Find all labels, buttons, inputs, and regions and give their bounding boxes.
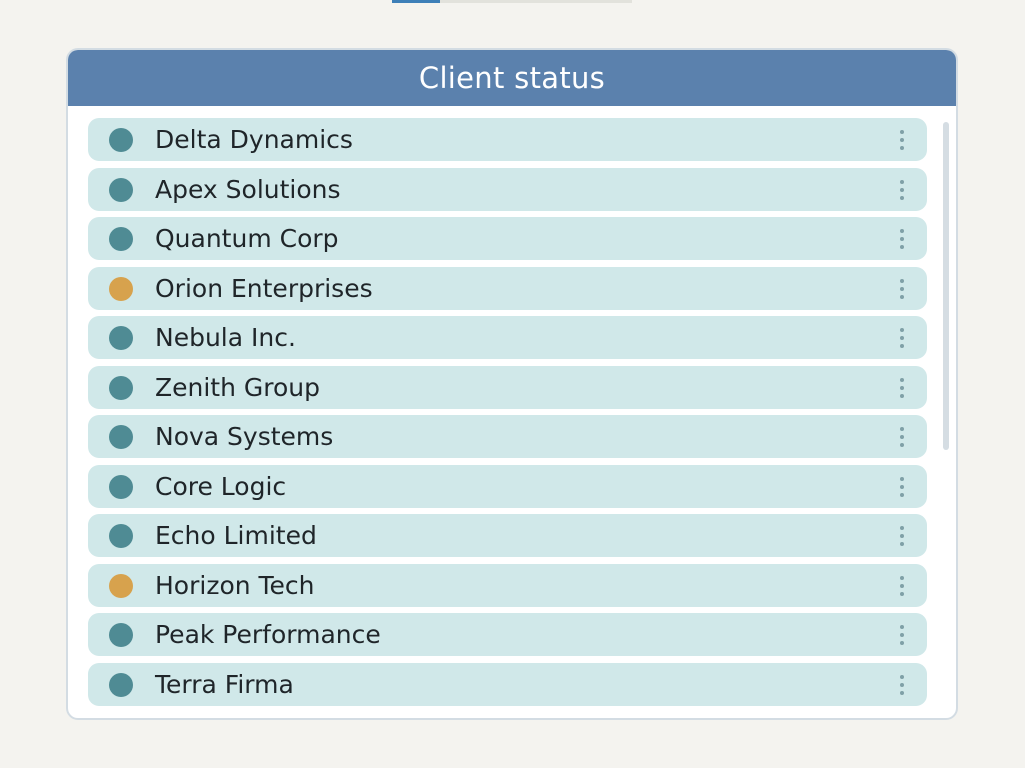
menu-dot	[900, 435, 904, 439]
menu-dot	[900, 591, 904, 596]
menu-dot	[900, 393, 904, 398]
menu-dot	[900, 674, 904, 679]
client-name: Orion Enterprises	[155, 273, 373, 303]
menu-dot	[900, 179, 904, 184]
client-row[interactable]: Delta Dynamics	[88, 118, 927, 161]
more-vertical-icon[interactable]	[891, 620, 913, 650]
status-dot-icon	[109, 177, 133, 202]
more-vertical-icon[interactable]	[891, 422, 913, 452]
menu-dot	[900, 625, 904, 629]
client-row[interactable]: Core Logic	[88, 464, 927, 508]
menu-dot	[900, 195, 904, 200]
client-name: Peak Performance	[155, 620, 381, 649]
client-name: Echo Limited	[155, 521, 317, 550]
status-dot-icon	[109, 474, 133, 499]
menu-dot	[900, 682, 904, 687]
status-dot-icon	[109, 326, 133, 350]
menu-dot	[900, 146, 904, 150]
menu-dot	[900, 583, 904, 588]
client-name: Apex Solutions	[155, 174, 341, 204]
status-dot-icon	[109, 276, 133, 301]
client-row[interactable]: Peak Performance	[88, 613, 927, 656]
client-name: Zenith Group	[155, 372, 321, 402]
list-scrollbar[interactable]	[943, 122, 949, 450]
client-row[interactable]: Nova Systems	[88, 415, 927, 458]
menu-dot	[900, 385, 904, 390]
menu-dot	[900, 542, 904, 546]
menu-dot	[900, 492, 904, 497]
more-vertical-icon[interactable]	[891, 274, 913, 304]
client-row[interactable]: Echo Limited	[88, 514, 927, 557]
client-name: Horizon Tech	[155, 570, 315, 600]
more-vertical-icon[interactable]	[891, 125, 913, 155]
client-row[interactable]: Horizon Tech	[88, 563, 927, 607]
more-vertical-icon[interactable]	[891, 472, 913, 502]
status-dot-icon	[109, 128, 133, 152]
status-dot-icon	[109, 375, 133, 400]
more-vertical-icon[interactable]	[891, 373, 913, 403]
client-name: Delta Dynamics	[155, 125, 353, 154]
menu-dot	[900, 526, 904, 530]
status-dot-icon	[109, 425, 133, 449]
panel-title: Client status	[418, 61, 606, 95]
menu-dot	[900, 443, 904, 447]
status-dot-icon	[109, 573, 133, 598]
client-name: Terra Firma	[155, 669, 294, 699]
menu-dot	[900, 377, 904, 382]
client-row[interactable]: Apex Solutions	[88, 167, 927, 211]
menu-dot	[900, 138, 904, 142]
menu-dot	[900, 237, 904, 241]
client-name: Nova Systems	[155, 422, 334, 451]
more-vertical-icon[interactable]	[891, 175, 913, 205]
menu-dot	[900, 534, 904, 538]
more-vertical-icon[interactable]	[891, 571, 913, 601]
more-vertical-icon[interactable]	[891, 670, 913, 700]
more-vertical-icon[interactable]	[891, 224, 913, 254]
client-name: Quantum Corp	[155, 224, 339, 253]
client-list: Delta Dynamics Apex Solutions Quantum Corp…	[88, 118, 927, 712]
panel-header: Client status	[68, 50, 956, 106]
client-name: Core Logic	[155, 471, 287, 501]
menu-dot	[900, 690, 904, 695]
menu-dot	[900, 641, 904, 645]
menu-dot	[900, 476, 904, 481]
menu-dot	[900, 427, 904, 431]
top-tab-active-indicator	[392, 0, 440, 3]
menu-dot	[900, 336, 904, 340]
menu-dot	[900, 130, 904, 134]
more-vertical-icon[interactable]	[891, 521, 913, 551]
menu-dot	[900, 484, 904, 489]
top-tab-strip	[392, 0, 632, 3]
menu-dot	[900, 229, 904, 233]
client-row[interactable]: Terra Firma	[88, 662, 927, 706]
menu-dot	[900, 294, 904, 299]
menu-dot	[900, 633, 904, 637]
menu-dot	[900, 278, 904, 283]
status-dot-icon	[109, 524, 133, 548]
menu-dot	[900, 245, 904, 249]
menu-dot	[900, 575, 904, 580]
status-dot-icon	[109, 623, 133, 647]
menu-dot	[900, 187, 904, 192]
status-dot-icon	[109, 672, 133, 697]
menu-dot	[900, 328, 904, 332]
more-vertical-icon[interactable]	[891, 323, 913, 353]
client-row[interactable]: Zenith Group	[88, 365, 927, 409]
client-row[interactable]: Nebula Inc.	[88, 316, 927, 359]
status-dot-icon	[109, 227, 133, 251]
client-row[interactable]: Quantum Corp	[88, 217, 927, 260]
client-row[interactable]: Orion Enterprises	[88, 266, 927, 310]
client-name: Nebula Inc.	[155, 323, 296, 352]
client-status-panel: Client status Delta Dynamics Apex Solutio…	[66, 48, 958, 720]
menu-dot	[900, 286, 904, 291]
menu-dot	[900, 344, 904, 348]
